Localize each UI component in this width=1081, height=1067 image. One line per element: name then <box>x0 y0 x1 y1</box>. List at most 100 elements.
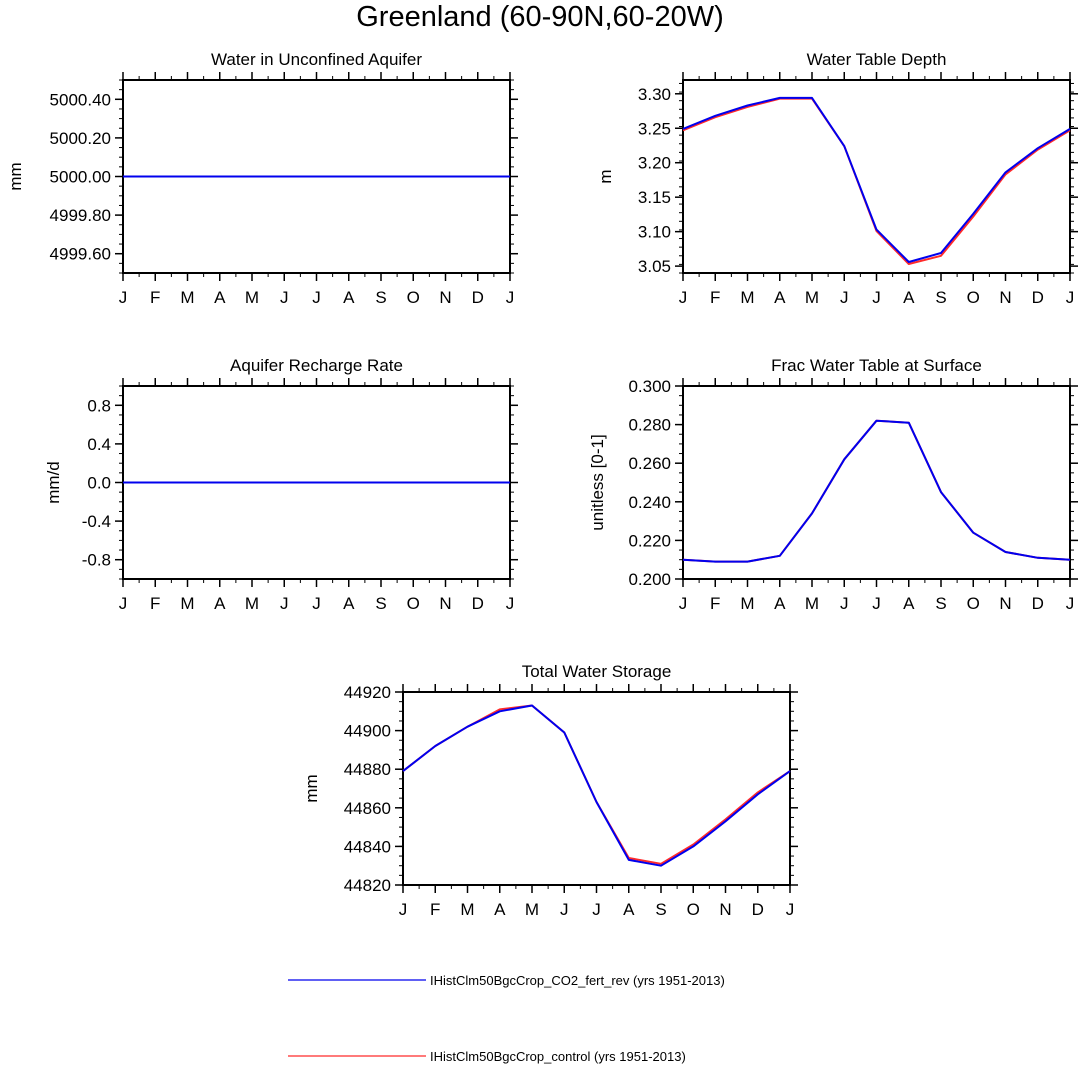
y-axis-label: unitless [0-1] <box>588 434 607 530</box>
plot-frame <box>402 691 791 886</box>
y-tick-label: -0.8 <box>82 551 111 570</box>
x-tick-label: J <box>840 594 849 613</box>
y-tick-label: -0.4 <box>82 512 111 531</box>
x-tick-label: J <box>560 900 569 919</box>
x-tick-label: O <box>687 900 700 919</box>
x-tick-label: J <box>592 900 601 919</box>
x-tick-label: M <box>180 288 194 307</box>
x-tick-label: M <box>805 594 819 613</box>
y-tick-label: 3.25 <box>638 119 671 138</box>
x-tick-label: J <box>1066 594 1075 613</box>
x-tick-label: A <box>214 594 226 613</box>
x-tick-label: J <box>786 900 795 919</box>
chart-title: Total Water Storage <box>522 662 672 681</box>
x-tick-label: A <box>494 900 506 919</box>
chart-title: Aquifer Recharge Rate <box>230 356 403 375</box>
x-tick-label: J <box>280 594 289 613</box>
series-line-rev <box>682 96 1071 263</box>
legend-label-control: IHistClm50BgcCrop_control (yrs 1951-2013… <box>430 1049 686 1064</box>
y-axis-label: mm <box>6 162 25 190</box>
chart-title: Water in Unconfined Aquifer <box>211 50 422 69</box>
x-tick-label: F <box>150 594 160 613</box>
x-tick-label: F <box>430 900 440 919</box>
y-tick-label: 0.280 <box>628 416 671 435</box>
x-tick-label: N <box>719 900 731 919</box>
x-tick-label: D <box>472 594 484 613</box>
y-tick-label: 5000.20 <box>50 129 111 148</box>
x-tick-label: J <box>872 594 881 613</box>
x-tick-label: A <box>343 594 355 613</box>
x-tick-label: F <box>150 288 160 307</box>
x-tick-label: A <box>903 594 915 613</box>
series-line-rev <box>682 419 1071 563</box>
y-tick-label: 0.200 <box>628 570 671 589</box>
y-tick-label: 44880 <box>344 760 391 779</box>
y-tick-label: 3.10 <box>638 223 671 242</box>
y-tick-label: 3.20 <box>638 154 671 173</box>
x-tick-label: J <box>506 594 515 613</box>
x-tick-label: S <box>655 900 666 919</box>
y-tick-label: 0.220 <box>628 531 671 550</box>
x-tick-label: D <box>472 288 484 307</box>
x-tick-label: N <box>439 594 451 613</box>
x-tick-label: M <box>245 288 259 307</box>
y-tick-label: 3.05 <box>638 257 671 276</box>
x-tick-label: F <box>710 594 720 613</box>
x-tick-label: M <box>805 288 819 307</box>
x-tick-label: D <box>752 900 764 919</box>
x-tick-label: J <box>872 288 881 307</box>
x-tick-label: J <box>280 288 289 307</box>
y-tick-label: 5000.00 <box>50 168 111 187</box>
x-tick-label: S <box>935 594 946 613</box>
x-tick-label: O <box>407 594 420 613</box>
series-line-control <box>682 97 1071 265</box>
x-tick-label: A <box>214 288 226 307</box>
y-tick-label: 44900 <box>344 722 391 741</box>
x-tick-label: J <box>1066 288 1075 307</box>
x-tick-label: J <box>312 594 321 613</box>
y-tick-label: 4999.60 <box>50 245 111 264</box>
y-tick-label: 0.240 <box>628 493 671 512</box>
x-tick-label: F <box>710 288 720 307</box>
y-tick-label: 5000.40 <box>50 90 111 109</box>
x-tick-label: A <box>774 594 786 613</box>
x-tick-label: M <box>180 594 194 613</box>
series-line-control <box>682 419 1071 563</box>
x-tick-label: M <box>460 900 474 919</box>
series-line-control <box>402 704 791 865</box>
x-tick-label: N <box>999 594 1011 613</box>
y-tick-label: 4999.80 <box>50 206 111 225</box>
legend-label-rev: IHistClm50BgcCrop_CO2_fert_rev (yrs 1951… <box>430 973 725 988</box>
x-tick-label: M <box>740 288 754 307</box>
x-tick-label: A <box>623 900 635 919</box>
x-tick-label: J <box>506 288 515 307</box>
y-axis-label: m <box>596 169 615 183</box>
x-tick-label: D <box>1032 288 1044 307</box>
x-tick-label: N <box>439 288 451 307</box>
x-tick-label: O <box>407 288 420 307</box>
legend: IHistClm50BgcCrop_CO2_fert_rev (yrs 1951… <box>288 973 725 1064</box>
x-tick-label: J <box>119 288 128 307</box>
x-tick-label: N <box>999 288 1011 307</box>
y-axis-label: mm/d <box>44 461 63 504</box>
y-tick-label: 44840 <box>344 837 391 856</box>
series-line-rev <box>402 704 791 867</box>
chart-title: Frac Water Table at Surface <box>771 356 982 375</box>
x-tick-label: S <box>935 288 946 307</box>
chart-frac-water-table-at-surface: Frac Water Table at Surface unitless [0-1… <box>588 356 1078 613</box>
x-tick-label: J <box>679 594 688 613</box>
x-tick-label: M <box>740 594 754 613</box>
x-tick-label: M <box>525 900 539 919</box>
x-tick-label: J <box>840 288 849 307</box>
y-tick-label: 0.4 <box>87 435 111 454</box>
x-tick-label: O <box>967 288 980 307</box>
x-tick-label: S <box>375 594 386 613</box>
x-tick-label: M <box>245 594 259 613</box>
x-tick-label: S <box>375 288 386 307</box>
x-tick-label: D <box>1032 594 1044 613</box>
